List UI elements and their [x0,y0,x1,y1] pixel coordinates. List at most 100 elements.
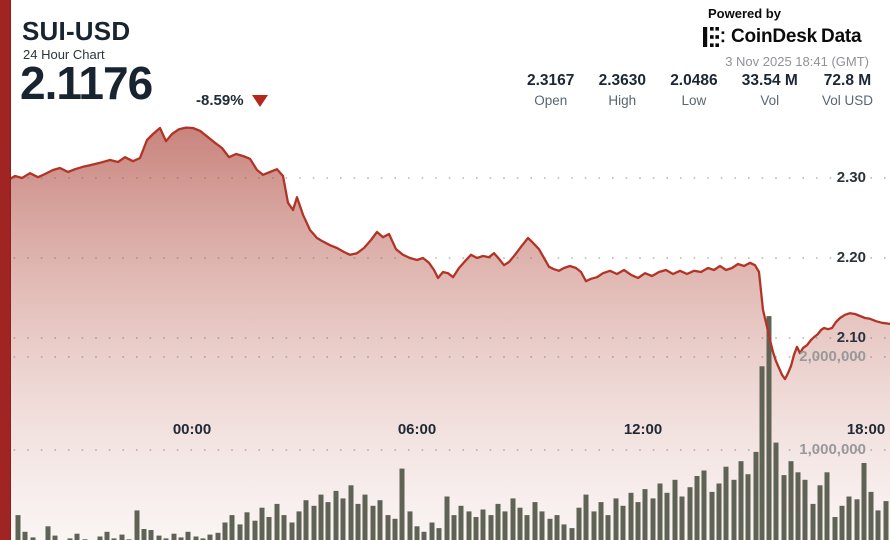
volume-bar [628,492,634,540]
volume-bar [141,529,147,540]
stat-volume-usd: 72.8 M Vol USD [821,72,873,108]
volume-bar [738,461,744,540]
volume-bar [458,505,464,540]
area-fill-group [0,127,890,540]
volume-bar [370,505,376,540]
volume-bar [22,531,28,540]
stat-volume: 33.54 M Vol [741,72,798,108]
price-change-percent: -8.59% [196,92,244,109]
volume-bar [547,518,553,540]
volume-bar [185,531,191,540]
chart-timestamp: 3 Nov 2025 18:41 (GMT) [725,54,869,69]
volume-bar [266,517,272,540]
volume-bar [781,475,787,540]
volume-bar [134,510,140,540]
volume-bar [193,536,199,540]
volume-bar [325,502,331,540]
volume-bar [111,538,117,540]
volume-bar [30,537,36,540]
volume-bar [650,498,656,540]
powered-by-label: Powered by [708,6,781,21]
volume-bar [348,485,354,540]
volume-bar [672,479,678,540]
volume-bar [436,528,442,540]
volume-bar [495,503,501,540]
volume-bar [163,538,169,540]
volume-bar [773,442,779,540]
stats-row: 2.3167 Open 2.3630 High 2.0486 Low 33.54… [527,72,873,108]
volume-bar [303,500,309,540]
volume-bar [745,474,751,540]
volume-bar [355,503,361,540]
volume-bar [832,517,838,540]
volume-bar [451,515,457,540]
volume-bar [554,515,560,540]
volume-bar [200,538,206,540]
volume-bar [539,511,545,540]
volume-bar [868,491,874,540]
chart-subtitle: 24 Hour Chart [23,47,105,62]
volume-bar [709,491,715,540]
volume-bar [67,538,73,540]
volume-bar [620,505,626,540]
stat-high: 2.3630 High [598,72,647,108]
volume-bar [229,515,235,540]
volume-bar [802,479,808,540]
volume-bar [281,515,287,540]
volume-bar [244,512,250,540]
volume-bar [766,316,772,540]
volume-bar [524,515,530,540]
volume-bar [74,533,80,540]
price-line-group [0,126,890,381]
volume-bar [296,511,302,540]
volume-bar [274,503,280,540]
volume-bar [362,494,368,540]
volume-bar [392,518,398,540]
volume-bar [178,537,184,540]
volume-bar [215,532,221,540]
volume-bar [753,451,759,540]
volume-bar [488,515,494,540]
volume-bar [156,535,162,540]
volume-bar [207,534,213,540]
volume-bar [788,461,794,540]
volume-bar [657,483,663,540]
current-price: 2.1176 [20,57,153,109]
volume-bar [289,522,295,540]
volume-bar [237,524,243,540]
arrow-down-icon [251,94,268,107]
volume-bar [259,507,265,540]
volume-bar [311,505,317,540]
volume-bar [407,511,413,540]
left-accent-bar [0,0,11,540]
coindesk-logo-icon [703,27,725,47]
volume-bar [510,498,516,540]
volume-bar [731,479,737,540]
coindesk-logo[interactable]: CoinDesk Data [703,26,869,48]
page-title: SUI-USD [22,16,131,46]
volume-bar [52,535,58,540]
powered-by-block: Powered by CoinDesk Data 3 Nov 2025 18:41… [703,6,869,69]
coindesk-logo-text: CoinDesk Data [731,26,862,47]
volume-bar [883,501,889,540]
volume-bar [399,468,405,540]
volume-bar [701,470,707,540]
volume-bar [532,502,538,540]
stat-low: 2.0486 Low [670,72,718,108]
volume-bar [716,483,722,540]
volume-bar [613,498,619,540]
volume-bar [421,531,427,540]
volume-bar-group [0,316,889,540]
volume-bar [385,515,391,540]
volume-bar [642,489,648,540]
volume-bar [664,492,670,540]
volume-bar [171,533,177,540]
volume-bar [875,510,881,540]
volume-bar [687,487,693,540]
volume-bar [605,515,611,540]
volume-bar [252,520,258,540]
volume-bar [377,500,383,540]
volume-bar [569,528,575,540]
volume-bar [694,476,700,540]
